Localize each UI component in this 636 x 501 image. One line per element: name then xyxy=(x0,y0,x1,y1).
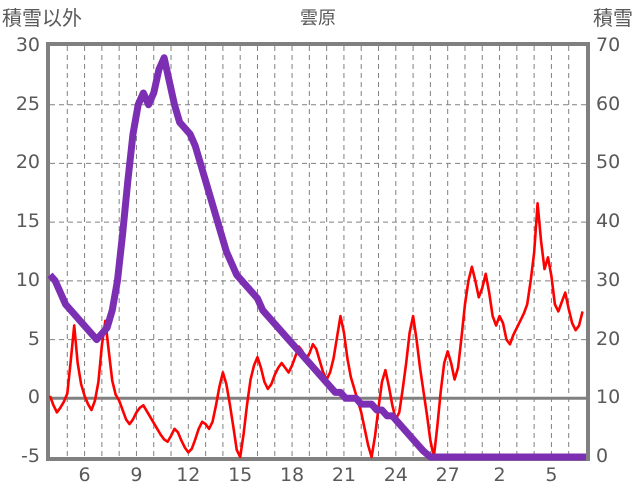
left-tick-30: 30 xyxy=(15,34,40,56)
left-tick-20: 20 xyxy=(15,151,40,174)
right-tick-20: 20 xyxy=(596,327,621,350)
x-tick-27: 27 xyxy=(435,464,460,486)
right-tick-70: 70 xyxy=(596,34,621,56)
left-axis-title: 積雪以外 xyxy=(2,6,82,30)
x-tick-5: 5 xyxy=(545,464,558,486)
right-tick-10: 10 xyxy=(596,386,621,409)
right-tick-0: 0 xyxy=(596,445,609,467)
x-tick-12: 12 xyxy=(176,464,201,486)
x-tick-2: 2 xyxy=(493,464,506,486)
left-tick-0: 0 xyxy=(27,386,40,409)
right-tick-60: 60 xyxy=(596,92,621,115)
right-tick-50: 50 xyxy=(596,151,621,174)
plot-area xyxy=(47,46,586,461)
x-tick-6: 6 xyxy=(78,464,91,486)
right-axis-title: 積雪 xyxy=(593,6,633,30)
data-series-layer xyxy=(47,54,586,461)
left-tick--5: -5 xyxy=(21,445,40,467)
x-tick-24: 24 xyxy=(383,464,408,486)
x-tick-15: 15 xyxy=(228,464,253,486)
chart-title: 雲原 xyxy=(300,8,336,29)
x-tick-18: 18 xyxy=(279,464,305,486)
x-tick-9: 9 xyxy=(130,464,143,486)
gridlines xyxy=(50,46,586,457)
left-tick-10: 10 xyxy=(15,268,40,291)
left-tick-15: 15 xyxy=(15,210,40,233)
left-tick-5: 5 xyxy=(27,327,40,350)
right-tick-30: 30 xyxy=(596,268,621,291)
left-tick-25: 25 xyxy=(15,92,40,115)
right-tick-40: 40 xyxy=(596,210,621,233)
x-tick-21: 21 xyxy=(331,464,357,486)
